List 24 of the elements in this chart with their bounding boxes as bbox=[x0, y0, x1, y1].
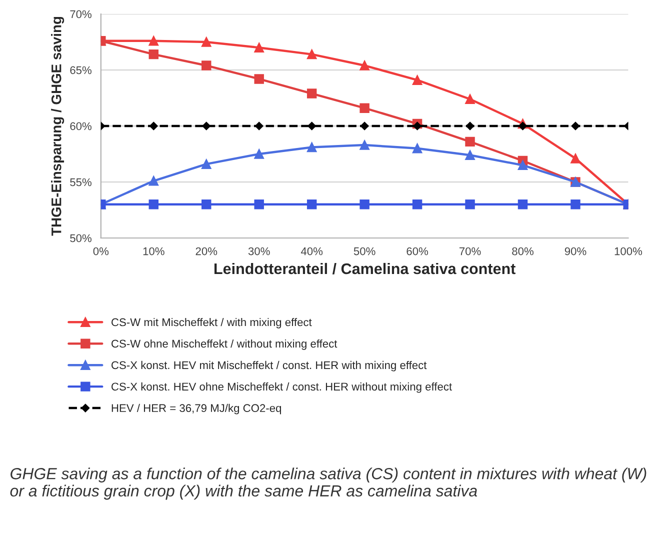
legend-label: CS-W ohne Mischeffekt / without mixing effect bbox=[112, 339, 338, 350]
legend-label: HEV / HER = 36,79 MJ/kg CO2-eq bbox=[112, 404, 281, 414]
x-tick-label: 100% bbox=[614, 247, 642, 256]
x-tick-label: 90% bbox=[564, 247, 586, 256]
y-tick-label: 70% bbox=[70, 10, 92, 18]
x-tick-label: 30% bbox=[248, 247, 270, 256]
legend-label: CS-X konst. HEV mit Mischeffekt / const. HER with mixing effect bbox=[112, 360, 427, 372]
y-tick-label: 55% bbox=[70, 178, 92, 186]
y-axis-title: THGE-Einsparung / GHGE saving bbox=[51, 16, 64, 236]
x-tick-label: 80% bbox=[512, 247, 534, 256]
legend-label: CS-W mit Mischeffekt / with mixing effect bbox=[112, 318, 312, 328]
text: GHGE saving as a function of the camelina sativa (CS) content in mixtures with wheat (W) or a fictitious grain crop (X) with the same HER as camelina sativa bbox=[10, 468, 646, 500]
x-tick-label: 0% bbox=[93, 247, 109, 256]
y-tick-label: 50% bbox=[70, 234, 92, 242]
x-tick-label: 60% bbox=[406, 247, 428, 256]
legend-label: CS-X konst. HEV ohne Mischeffekt / const. HER without mixing effect bbox=[112, 382, 452, 393]
x-axis-title: Leindotteranteil / Camelina sativa content bbox=[214, 262, 516, 274]
x-tick-label: 20% bbox=[196, 247, 218, 256]
x-tick-label: 70% bbox=[459, 247, 481, 256]
y-tick-label: 60% bbox=[70, 122, 92, 130]
x-tick-label: 50% bbox=[354, 247, 376, 256]
y-tick-label: 65% bbox=[70, 66, 92, 74]
x-tick-label: 10% bbox=[143, 247, 164, 256]
x-tick-label: 40% bbox=[300, 247, 323, 256]
